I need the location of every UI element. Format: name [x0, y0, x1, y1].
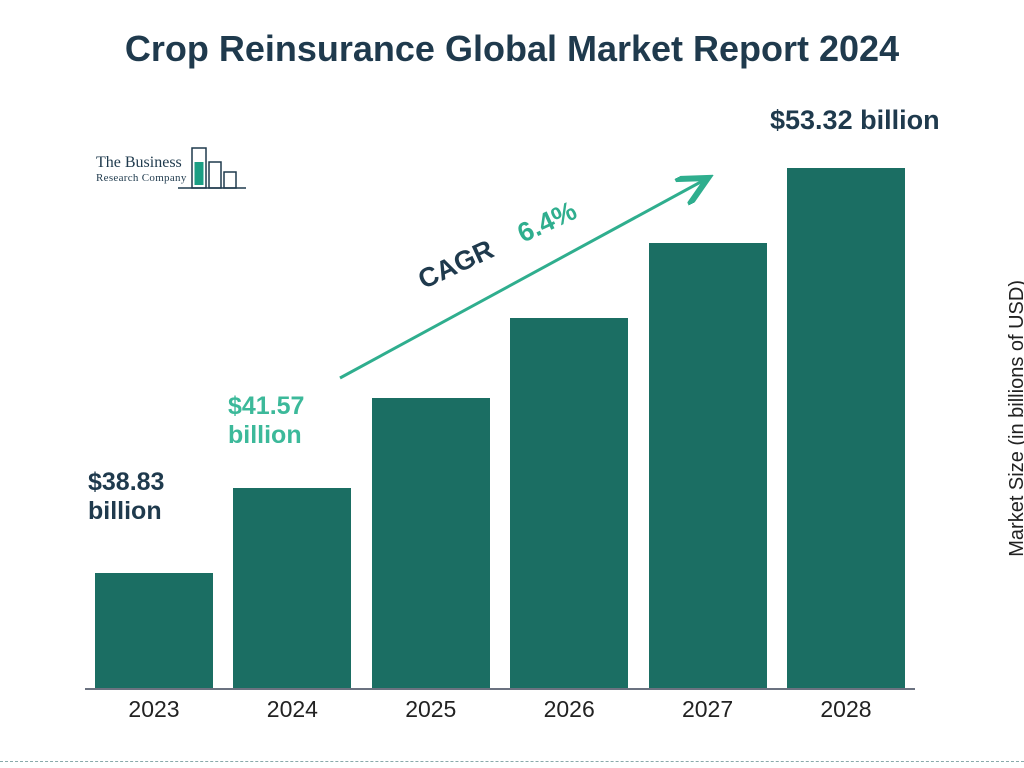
bar-rect [233, 488, 351, 688]
xlabel-2024: 2024 [233, 696, 351, 723]
bar-rect [787, 168, 905, 688]
value-line-1: $38.83 [88, 468, 164, 497]
xlabel-2028: 2028 [787, 696, 905, 723]
x-axis-labels: 2023 2024 2025 2026 2027 2028 [85, 696, 915, 723]
y-axis-label: Market Size (in billions of USD) [1006, 280, 1024, 557]
bar-2024 [233, 488, 351, 688]
value-label-2028: $53.32 billion [770, 105, 940, 136]
xlabel-2025: 2025 [372, 696, 490, 723]
xlabel-2023: 2023 [95, 696, 213, 723]
value-label-2023: $38.83 billion [88, 468, 164, 526]
value-label-2024: $41.57 billion [228, 392, 304, 450]
value-line-2: billion [88, 497, 164, 526]
xlabel-2026: 2026 [510, 696, 628, 723]
chart-title: Crop Reinsurance Global Market Report 20… [0, 0, 1024, 70]
bar-2023 [95, 573, 213, 688]
bar-2028 [787, 168, 905, 688]
bar-2025 [372, 398, 490, 688]
xlabel-2027: 2027 [649, 696, 767, 723]
footer-divider [0, 761, 1024, 762]
value-line-1: $41.57 [228, 392, 304, 421]
bar-2027 [649, 243, 767, 688]
bar-rect [372, 398, 490, 688]
value-line-2: billion [228, 421, 304, 450]
bar-rect [510, 318, 628, 688]
bar-rect [649, 243, 767, 688]
bar-2026 [510, 318, 628, 688]
bar-rect [95, 573, 213, 688]
